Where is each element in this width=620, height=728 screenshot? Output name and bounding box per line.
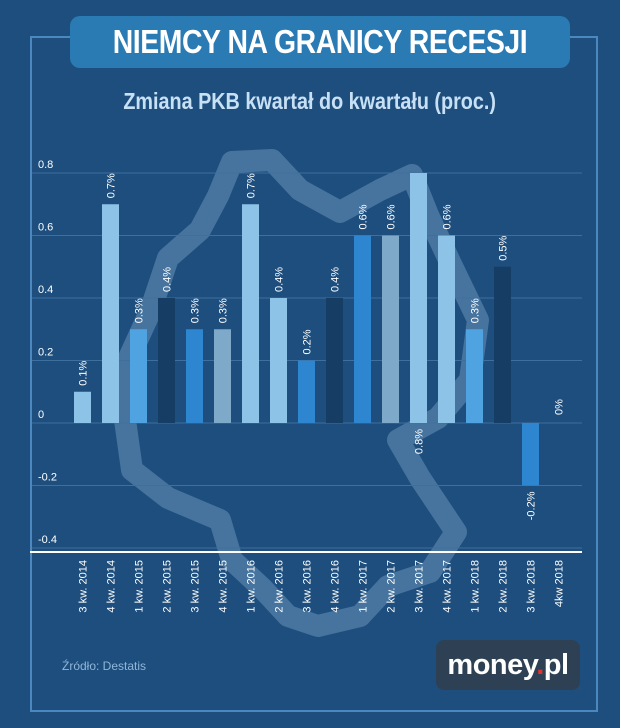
- bar: [494, 266, 511, 423]
- y-tick-label: 0.2: [38, 347, 53, 359]
- data-label: 0.3%: [470, 298, 482, 323]
- bar: [74, 391, 91, 423]
- y-tick-label: 0.8: [38, 159, 53, 171]
- y-tick-label: 0.4: [38, 284, 53, 296]
- bar: [354, 235, 371, 423]
- logo-dot: .: [536, 648, 544, 681]
- x-tick-label: 2 kw. 2018: [498, 560, 510, 613]
- x-tick-label: 3 kw. 2016: [302, 560, 314, 613]
- data-label: 0.7%: [106, 173, 118, 198]
- data-label: 0.3%: [134, 298, 146, 323]
- data-label: 0.8%: [414, 429, 426, 454]
- y-tick-label: -0.4: [38, 534, 57, 546]
- x-tick-label: 1 kw. 2015: [134, 560, 146, 613]
- x-tick-label: 3 kw. 2014: [78, 560, 90, 613]
- x-tick-label: 4 kw. 2015: [218, 560, 230, 613]
- bars: [74, 173, 539, 486]
- x-tick-label: 3 kw. 2017: [414, 560, 426, 613]
- data-label: 0.2%: [302, 329, 314, 354]
- source-note: Źródło: Destatis: [62, 659, 147, 673]
- logo-main: money: [447, 648, 537, 681]
- bar: [522, 423, 539, 486]
- bar: [298, 360, 315, 423]
- data-label: 0.5%: [498, 235, 510, 260]
- data-label: -0.2%: [526, 491, 538, 520]
- x-tick-label: 4 kw. 2017: [442, 560, 454, 613]
- chart-subtitle-text: Zmiana PKB kwartał do kwartału (proc.): [123, 88, 497, 114]
- bar: [214, 329, 231, 423]
- y-tick-label: 0: [38, 409, 44, 421]
- data-label: 0.1%: [78, 360, 90, 385]
- logo-suffix: pl: [543, 648, 569, 681]
- data-label: 0.6%: [358, 204, 370, 229]
- title-banner: NIEMCY NA GRANICY RECESJI: [70, 16, 570, 68]
- x-tick-label: 2 kw. 2017: [386, 560, 398, 613]
- bar: [326, 298, 343, 423]
- x-tick-label: 4 kw. 2016: [330, 560, 342, 613]
- data-labels: 0.1% 0.7% 0.3% 0.4% 0.3% 0.3% 0.7% 0.4% 0.2% 0.4%…: [78, 173, 566, 520]
- y-tick-label: -0.2: [38, 472, 57, 484]
- bar: [102, 204, 119, 423]
- data-label: 0.4%: [162, 267, 174, 292]
- data-label: 0.7%: [246, 173, 258, 198]
- x-tick-label: 1 kw. 2018: [470, 560, 482, 613]
- x-tick-label: 3 kw. 2015: [190, 560, 202, 613]
- data-label: 0.6%: [442, 204, 454, 229]
- x-axis-labels: 3 kw. 2014 4 kw. 2014 1 kw. 2015 2 kw. 2015…: [78, 560, 566, 613]
- bar: [186, 329, 203, 423]
- data-label: 0%: [554, 399, 566, 415]
- x-tick-label: 4kw 2018: [554, 560, 566, 607]
- data-label: 0.4%: [330, 267, 342, 292]
- y-axis-ticks: 0.8 0.6 0.4 0.2 0 -0.2 -0.4: [38, 159, 57, 546]
- bar: [130, 329, 147, 423]
- chart-subtitle: Zmiana PKB kwartał do kwartału (proc.): [0, 88, 620, 115]
- bar: [466, 329, 483, 423]
- bar: [270, 298, 287, 423]
- data-label: 0.3%: [218, 298, 230, 323]
- x-tick-label: 2 kw. 2015: [162, 560, 174, 613]
- bar: [382, 235, 399, 423]
- data-label: 0.4%: [274, 267, 286, 292]
- bar: [242, 204, 259, 423]
- bar: [410, 173, 427, 423]
- data-label: 0.3%: [190, 298, 202, 323]
- y-tick-label: 0.6: [38, 222, 53, 234]
- data-label: 0.6%: [386, 204, 398, 229]
- logo-text: money.pl: [447, 648, 569, 682]
- x-tick-label: 4 kw. 2014: [106, 560, 118, 613]
- page-title: NIEMCY NA GRANICY RECESJI: [112, 23, 528, 60]
- x-tick-label: 1 kw. 2016: [246, 560, 258, 613]
- bar: [438, 235, 455, 423]
- money-pl-logo: money.pl: [436, 640, 580, 690]
- x-tick-label: 3 kw. 2018: [526, 560, 538, 613]
- x-tick-label: 2 kw. 2016: [274, 560, 286, 613]
- x-tick-label: 1 kw. 2017: [358, 560, 370, 613]
- bar: [158, 298, 175, 423]
